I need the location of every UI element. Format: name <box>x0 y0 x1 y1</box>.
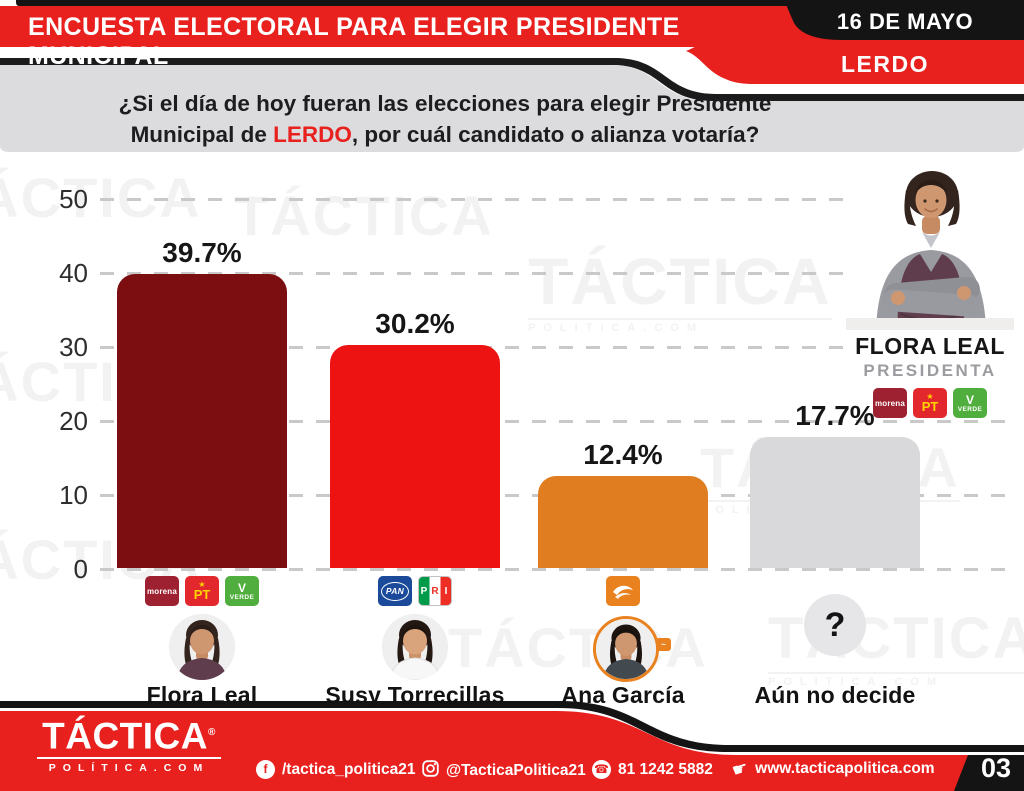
party-logos: morena ★ PT V VERDE <box>97 576 307 606</box>
winner-promo-card: FLORA LEAL PRESIDENTA morena ★ PT V VERDE <box>846 160 1014 418</box>
brand-logo: TÁCTICA® POLÍTICA.COM <box>26 713 232 774</box>
watermark: TÁCTICA <box>0 166 202 229</box>
question-highlight: LERDO <box>273 122 352 147</box>
gridline <box>100 346 1012 349</box>
y-tick-label: 20 <box>59 406 88 436</box>
facebook-handle: /tactica_politica21 <box>282 760 416 778</box>
verde-logo: V VERDE <box>953 388 987 418</box>
candidate-name: Flora Leal <box>146 682 258 708</box>
pointing-hand-icon: ☛ <box>729 756 751 782</box>
bar-flora-leal <box>117 274 287 568</box>
pan-logo: PAN <box>378 576 412 606</box>
flora-leal-photo <box>846 160 1014 330</box>
header-municipality: LERDO <box>841 51 929 77</box>
bar-ana-garc-a <box>538 476 708 568</box>
footer-black-stripe <box>0 701 1024 752</box>
bar-value-label: 30.2% <box>375 307 455 339</box>
phone-icon: ☎ <box>592 760 611 779</box>
candidate-name: Susy Torrecillas <box>325 682 505 708</box>
date-black-chevron <box>786 0 1024 40</box>
party-logos <box>518 576 728 606</box>
verde-logo: V VERDE <box>225 576 259 606</box>
page-number-chevron <box>954 755 1024 791</box>
y-tick-label: 40 <box>59 258 88 288</box>
brand-subtitle: POLÍTICA.COM <box>48 762 210 775</box>
gridline <box>100 568 1012 571</box>
instagram-link[interactable]: @TacticaPolitica21 <box>422 760 586 782</box>
bar-a-n-no-decide <box>750 437 920 568</box>
instagram-handle: @TacticaPolitica21 <box>446 762 586 779</box>
promo-name: FLORA LEAL <box>855 333 1005 359</box>
promo-party-logos: morena ★ PT V VERDE <box>846 388 1014 418</box>
question-mark-icon: ? <box>804 594 866 656</box>
candidate-photo <box>382 614 448 680</box>
watermark: TÁCTICA <box>234 184 494 247</box>
question-line2: Municipal de LERDO, por cuál candidato o… <box>130 122 760 147</box>
morena-logo: morena <box>873 388 907 418</box>
municipality-red-band <box>686 36 1024 84</box>
gridline <box>100 272 1012 275</box>
phone-link[interactable]: ☎ 81 1242 5882 <box>592 760 713 779</box>
bar-value-label: 39.7% <box>162 237 242 269</box>
header-decoration <box>0 0 1024 152</box>
top-black-strip <box>16 0 1024 6</box>
facebook-icon: f <box>256 760 275 779</box>
black-curve-stripe <box>0 58 1024 101</box>
gridline <box>100 198 1012 201</box>
website-url: www.tacticapolitica.com <box>755 760 935 777</box>
pt-logo: ★ PT <box>185 576 219 606</box>
candidate-photo <box>593 616 659 682</box>
y-tick-label: 30 <box>59 332 88 362</box>
promo-role: PRESIDENTA <box>863 361 997 380</box>
y-tick-label: 0 <box>73 554 88 584</box>
morena-logo: morena <box>145 576 179 606</box>
pt-logo: ★ PT <box>913 388 947 418</box>
page-number: 03 <box>980 753 1011 783</box>
facebook-link[interactable]: f /tactica_politica21 <box>256 760 416 779</box>
candidate-name: Ana García <box>561 682 685 708</box>
movimiento-ciudadano-logo <box>606 576 640 606</box>
gridline <box>100 420 1012 423</box>
bar-susy-torrecillas <box>330 344 500 568</box>
candidate-photo <box>169 614 235 680</box>
bar-value-label: 17.7% <box>795 400 875 432</box>
mc-badge-icon: ~ <box>656 638 671 651</box>
bar-value-label: 12.4% <box>583 439 663 471</box>
instagram-icon <box>422 760 439 782</box>
poll-question: ¿Si el día de hoy fueran las elecciones … <box>60 88 830 150</box>
y-tick-label: 50 <box>59 184 88 214</box>
brand-divider <box>37 757 221 760</box>
question-panel <box>0 65 1024 152</box>
candidate-name: Aún no decide <box>754 682 916 708</box>
header-date: 16 DE MAYO <box>836 9 974 34</box>
website-link[interactable]: ☛ www.tacticapolitica.com <box>729 756 935 782</box>
phone-number: 81 1242 5882 <box>618 760 713 778</box>
page-title: ENCUESTA ELECTORAL PARA ELEGIR PRESIDENT… <box>28 13 680 70</box>
question-line1: ¿Si el día de hoy fueran las elecciones … <box>118 91 772 116</box>
y-tick-label: 10 <box>59 480 88 510</box>
